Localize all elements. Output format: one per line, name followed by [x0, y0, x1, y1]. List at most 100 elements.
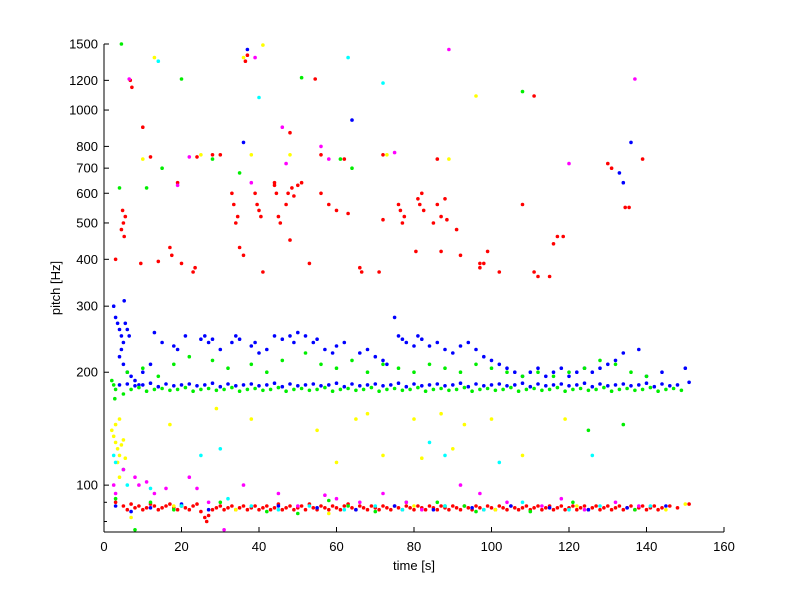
data-point: [365, 347, 370, 352]
data-point: [462, 385, 467, 390]
data-point: [133, 528, 137, 532]
data-point: [164, 486, 168, 491]
data-point: [396, 366, 401, 371]
data-point: [501, 506, 505, 510]
data-point: [222, 507, 226, 512]
data-point: [234, 384, 238, 388]
data-point: [311, 382, 316, 386]
data-point: [687, 380, 691, 385]
data-point: [257, 208, 261, 213]
data-point: [683, 366, 688, 371]
data-point: [606, 384, 610, 388]
data-point: [148, 155, 153, 159]
data-point: [249, 180, 254, 185]
data-point: [334, 381, 339, 386]
data-point: [516, 389, 521, 394]
data-point: [547, 506, 552, 510]
data-point: [156, 59, 161, 63]
data-point: [392, 386, 397, 391]
data-point: [420, 337, 424, 342]
data-point: [156, 384, 161, 389]
data-point: [613, 383, 618, 387]
data-point: [644, 374, 649, 379]
data-point: [342, 157, 347, 161]
data-point: [237, 337, 242, 342]
data-point: [113, 315, 118, 320]
data-point: [575, 507, 579, 512]
data-point: [261, 506, 265, 510]
data-point: [234, 507, 238, 512]
data-point: [119, 347, 124, 352]
data-point: [598, 358, 602, 363]
data-point: [664, 507, 668, 512]
data-point: [613, 500, 618, 505]
data-point: [120, 208, 125, 213]
data-point: [334, 344, 339, 348]
data-point: [418, 202, 422, 207]
data-point: [602, 385, 606, 390]
data-point: [555, 385, 560, 390]
data-point: [458, 381, 463, 386]
data-point: [113, 422, 118, 427]
data-point: [435, 157, 440, 161]
data-point: [524, 387, 529, 392]
data-point: [276, 491, 281, 496]
data-point: [257, 507, 261, 512]
data-point: [315, 337, 319, 342]
data-point: [237, 506, 242, 510]
data-point: [203, 515, 207, 520]
data-point: [354, 417, 358, 421]
data-point: [656, 507, 660, 512]
data-point: [489, 417, 494, 421]
data-point: [381, 153, 385, 157]
data-point: [551, 383, 556, 387]
data-point: [501, 387, 505, 392]
data-point: [590, 384, 595, 389]
data-point: [303, 383, 308, 387]
data-point: [567, 507, 571, 512]
y-tick-label: 600: [76, 186, 98, 201]
x-tick-label: 60: [329, 539, 343, 554]
data-point: [175, 347, 180, 352]
data-point: [458, 344, 463, 348]
data-point: [342, 384, 347, 389]
data-point: [451, 383, 455, 387]
data-point: [117, 354, 122, 359]
data-point: [381, 491, 385, 496]
data-point: [575, 383, 579, 387]
data-point: [532, 270, 536, 274]
data-point: [392, 315, 397, 320]
data-point: [241, 140, 246, 145]
data-point: [627, 205, 631, 210]
data-point: [575, 504, 579, 508]
data-point: [319, 191, 323, 196]
data-point: [497, 270, 502, 274]
data-point: [127, 77, 131, 81]
data-point: [218, 504, 223, 508]
y-tick-label: 500: [76, 215, 98, 230]
data-point: [284, 161, 288, 166]
data-point: [544, 384, 548, 388]
data-point: [392, 150, 397, 155]
data-point: [489, 506, 494, 510]
data-point: [303, 351, 308, 355]
data-point: [586, 507, 591, 512]
data-point: [110, 378, 114, 383]
series-2: [110, 42, 684, 532]
data-point: [613, 506, 618, 510]
data-point: [210, 507, 215, 512]
data-point: [381, 81, 385, 85]
x-tick-label: 0: [100, 539, 107, 554]
data-point: [427, 344, 432, 348]
data-point: [602, 506, 606, 510]
data-point: [447, 388, 451, 393]
data-point: [567, 161, 571, 166]
data-point: [435, 382, 440, 386]
data-point: [125, 507, 130, 512]
data-point: [296, 504, 300, 508]
data-point: [443, 366, 447, 371]
data-point: [218, 153, 223, 157]
data-point: [412, 370, 416, 375]
data-point: [520, 89, 525, 94]
data-point: [175, 180, 180, 185]
